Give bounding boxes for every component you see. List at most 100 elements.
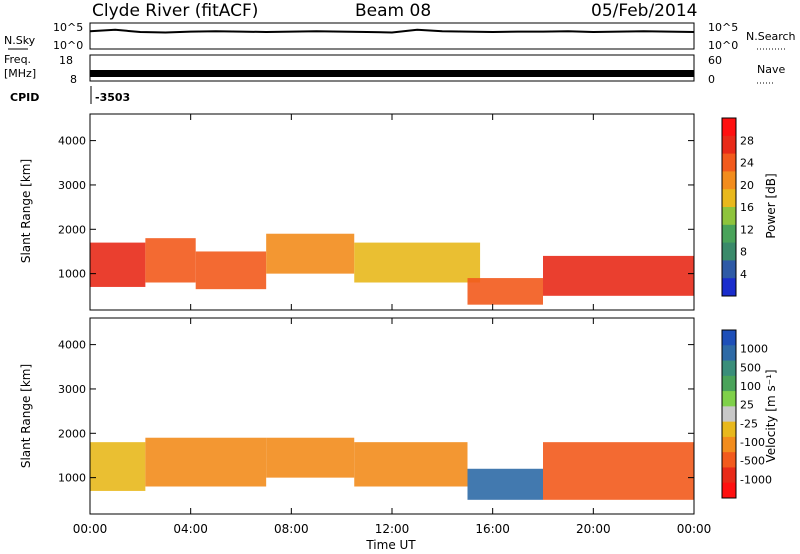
- colorbar-tick-label: 24: [740, 157, 754, 170]
- colorbar-tick-label: 8: [740, 246, 747, 259]
- x-tick-label: 12:00: [375, 522, 410, 536]
- y-tick-label: 2000: [58, 223, 86, 236]
- power-data: [90, 233, 694, 305]
- range-time-band: [467, 468, 543, 500]
- y-tick-label: 1000: [58, 268, 86, 281]
- frequency-left-tick-bottom: 8: [70, 73, 77, 86]
- nave-right-label: Nave: [757, 63, 785, 76]
- power-yticks: 1000 2000 3000 4000: [58, 135, 694, 281]
- y-tick-label: 1000: [58, 472, 86, 485]
- colorbar-swatch: [722, 436, 736, 453]
- velocity-panel: Slant Range [km] 1000 2000 3000 4000 1000 50…: [19, 317, 778, 515]
- frequency-right-tick-bottom: 0: [708, 73, 715, 86]
- velocity-data: [90, 437, 694, 500]
- noise-panel-frame: [89, 22, 695, 50]
- x-tick-label: 08:00: [274, 522, 309, 536]
- y-tick-label: 3000: [58, 179, 86, 192]
- x-tick-label: 20:00: [576, 522, 611, 536]
- colorbar-swatch: [722, 421, 736, 438]
- range-time-band: [90, 242, 146, 287]
- velocity-ylabel: Slant Range [km]: [19, 364, 33, 468]
- colorbar-tick-label: 12: [740, 223, 754, 236]
- range-time-band: [354, 442, 468, 487]
- power-colorbar-label: Power [dB]: [764, 173, 778, 238]
- cpid-value: -3503: [95, 91, 130, 104]
- colorbar-frame: [721, 329, 737, 499]
- colorbar-swatch: [722, 406, 736, 423]
- velocity-colorbar: 1000 500 100 25 -25 -100 -500 -1000: [721, 329, 772, 499]
- range-time-band: [266, 437, 355, 478]
- colorbar-tick-label: 16: [740, 201, 754, 214]
- colorbar-swatch: [722, 330, 736, 346]
- colorbar-swatch: [722, 278, 736, 297]
- colorbar-swatch: [722, 153, 736, 172]
- colorbar-tick-label: 20: [740, 179, 754, 192]
- time-axis-label: Time UT: [365, 538, 416, 552]
- y-tick-label: 4000: [58, 135, 86, 148]
- colorbar-swatch: [722, 375, 736, 392]
- colorbar-tick-label: 1000: [740, 343, 768, 356]
- frequency-left-tick-top: 18: [59, 54, 73, 67]
- x-tick-label: 00:00: [73, 522, 108, 536]
- range-time-band: [90, 442, 146, 491]
- noise-left-label: N.Sky: [4, 34, 36, 47]
- colorbar-swatch: [722, 207, 736, 226]
- colorbar-swatch: [722, 345, 736, 362]
- colorbar-swatch: [722, 189, 736, 208]
- frequency-panel: Freq. [MHz] 18 8 60 0 Nave: [4, 53, 785, 86]
- noise-left-tick-top: 10^5: [53, 21, 83, 34]
- range-time-band: [145, 437, 267, 487]
- colorbar-tick-label: 500: [740, 361, 761, 374]
- y-tick-label: 2000: [58, 427, 86, 440]
- range-time-band: [195, 251, 267, 290]
- power-panel: Slant Range [km] 1000 2000 3000 4000 28 24 20…: [19, 113, 778, 311]
- beam-title: Beam 08: [355, 1, 431, 21]
- colorbar-swatch: [722, 242, 736, 261]
- noise-right-tick-top: 10^5: [708, 21, 738, 34]
- x-tick-label: 04:00: [173, 522, 208, 536]
- colorbar-tick-label: 4: [740, 268, 747, 281]
- date-title: 05/Feb/2014: [591, 1, 697, 21]
- cpid-label: CPID: [10, 91, 39, 104]
- noise-trace: [89, 28, 695, 34]
- range-time-band: [543, 442, 694, 500]
- noise-left-tick-bottom: 10^0: [53, 39, 83, 52]
- frequency-panel-frame: [89, 54, 695, 82]
- colorbar-swatch: [722, 260, 736, 279]
- colorbar-swatch: [722, 391, 736, 407]
- colorbar-tick-label: -100: [740, 436, 765, 449]
- colorbar-swatch: [722, 452, 736, 468]
- x-tick-label: 00:00: [677, 522, 712, 536]
- noise-right-tick-bottom: 10^0: [708, 39, 738, 52]
- colorbar-swatch: [722, 135, 736, 155]
- y-tick-label: 3000: [58, 383, 86, 396]
- velocity-yticks: 1000 2000 3000 4000: [58, 339, 694, 485]
- noise-right-label: N.Search: [746, 30, 796, 43]
- colorbar-tick-label: 28: [740, 134, 754, 147]
- frequency-left-label-1: Freq.: [4, 53, 31, 66]
- colorbar-tick-label: 100: [740, 380, 761, 393]
- x-tick-label: 16:00: [475, 522, 510, 536]
- colorbar-swatch: [722, 224, 736, 244]
- range-time-band: [467, 278, 543, 305]
- colorbar-swatch: [722, 482, 736, 499]
- colorbar-swatch: [722, 171, 736, 190]
- power-colorbar: 28 24 20 16 12 8 4: [721, 117, 754, 297]
- frequency-right-tick-top: 60: [708, 54, 722, 67]
- time-axis-ticks: 00:00 04:00 08:00 12:00 16:00 20:00 00:00: [73, 114, 712, 536]
- range-time-band: [266, 233, 355, 274]
- noise-panel: N.Sky 10^5 10^0 10^5 10^0 N.Search: [4, 21, 796, 52]
- colorbar-swatch: [722, 360, 736, 377]
- range-time-band: [543, 255, 694, 296]
- colorbar-swatch: [722, 467, 736, 484]
- y-tick-label: 4000: [58, 339, 86, 352]
- colorbar-tick-label: -1000: [740, 473, 772, 486]
- colorbar-tick-label: 25: [740, 399, 754, 412]
- velocity-colorbar-label: Velocity [m s⁻¹]: [764, 369, 778, 462]
- colorbar-tick-label: -25: [740, 417, 758, 430]
- range-time-band: [354, 242, 481, 283]
- station-title: Clyde River (fitACF): [92, 1, 258, 21]
- colorbar-swatch: [722, 118, 736, 137]
- range-time-band: [145, 238, 196, 283]
